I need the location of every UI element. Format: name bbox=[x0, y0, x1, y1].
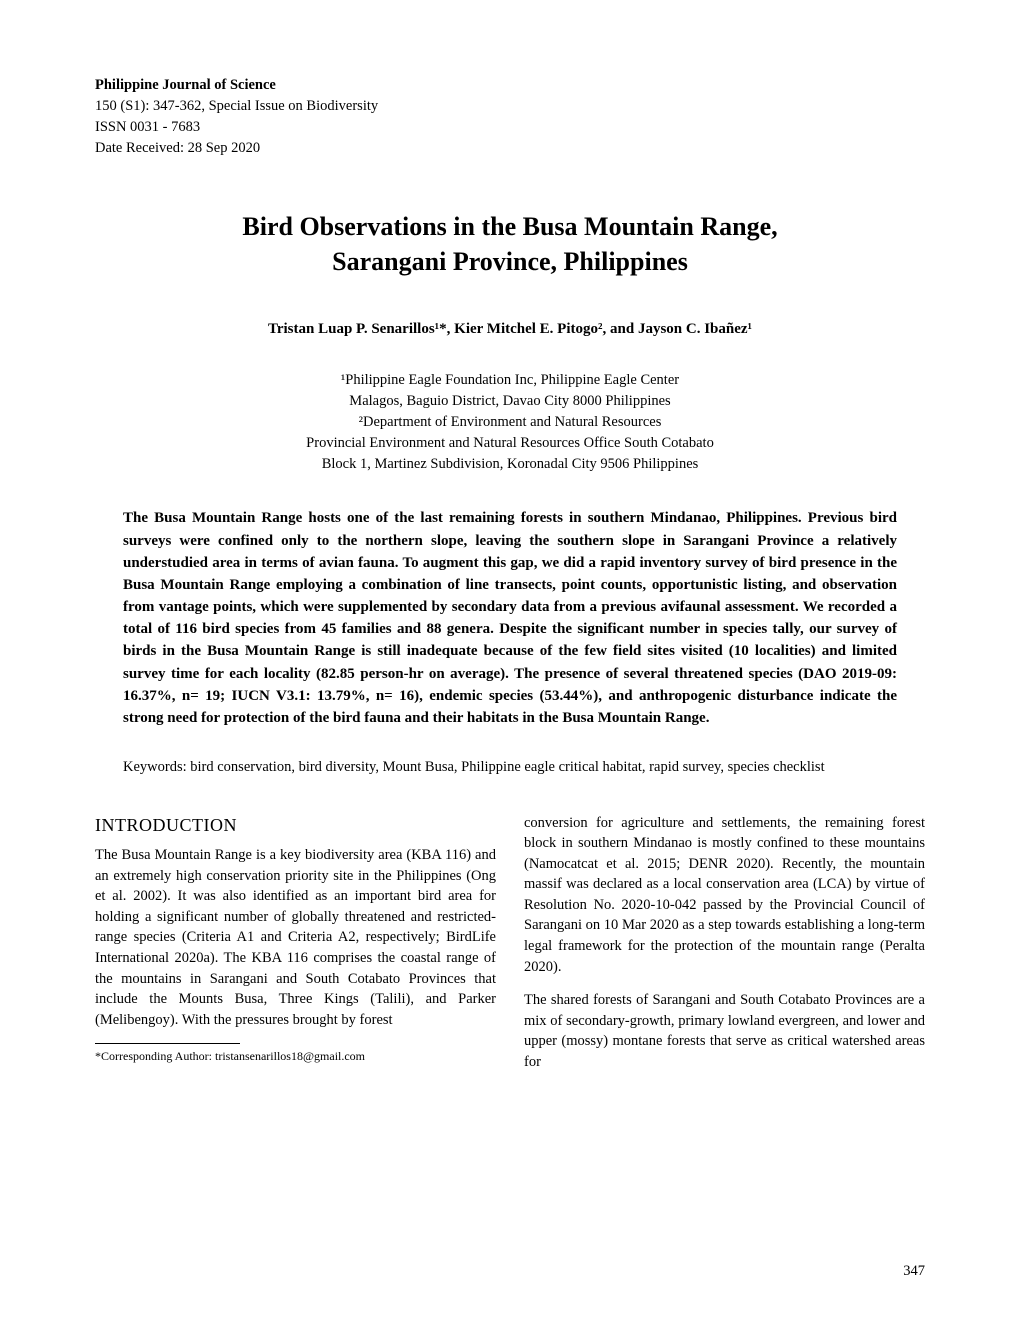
footnote-divider bbox=[95, 1043, 240, 1044]
section-heading-introduction: INTRODUCTION bbox=[95, 813, 496, 839]
intro-paragraph-1: The Busa Mountain Range is a key biodive… bbox=[95, 845, 496, 1030]
corresponding-author-footnote: *Corresponding Author: tristansenarillos… bbox=[95, 1048, 496, 1065]
journal-citation: 150 (S1): 347-362, Special Issue on Biod… bbox=[95, 96, 925, 117]
column-left: INTRODUCTION The Busa Mountain Range is … bbox=[95, 813, 496, 1086]
affiliation-line-4: Provincial Environment and Natural Resou… bbox=[95, 433, 925, 454]
journal-name: Philippine Journal of Science bbox=[95, 75, 925, 96]
affiliations: ¹Philippine Eagle Foundation Inc, Philip… bbox=[95, 370, 925, 475]
affiliation-line-1: ¹Philippine Eagle Foundation Inc, Philip… bbox=[95, 370, 925, 391]
two-column-body: INTRODUCTION The Busa Mountain Range is … bbox=[95, 813, 925, 1086]
journal-header: Philippine Journal of Science 150 (S1): … bbox=[95, 75, 925, 159]
affiliation-line-2: Malagos, Baguio District, Davao City 800… bbox=[95, 391, 925, 412]
intro-paragraph-2: conversion for agriculture and settlemen… bbox=[524, 813, 925, 978]
title-line-2: Sarangani Province, Philippines bbox=[332, 247, 688, 276]
journal-issn: ISSN 0031 - 7683 bbox=[95, 117, 925, 138]
abstract: The Busa Mountain Range hosts one of the… bbox=[123, 507, 897, 729]
keywords: Keywords: bird conservation, bird divers… bbox=[123, 757, 897, 777]
journal-date-received: Date Received: 28 Sep 2020 bbox=[95, 138, 925, 159]
article-title: Bird Observations in the Busa Mountain R… bbox=[95, 209, 925, 279]
title-line-1: Bird Observations in the Busa Mountain R… bbox=[242, 212, 777, 241]
affiliation-line-3: ²Department of Environment and Natural R… bbox=[95, 412, 925, 433]
authors: Tristan Luap P. Senarillos¹*, Kier Mitch… bbox=[95, 321, 925, 338]
affiliation-line-5: Block 1, Martinez Subdivision, Koronadal… bbox=[95, 454, 925, 475]
intro-paragraph-3: The shared forests of Sarangani and Sout… bbox=[524, 990, 925, 1072]
column-right: conversion for agriculture and settlemen… bbox=[524, 813, 925, 1086]
page-number: 347 bbox=[903, 1263, 925, 1280]
